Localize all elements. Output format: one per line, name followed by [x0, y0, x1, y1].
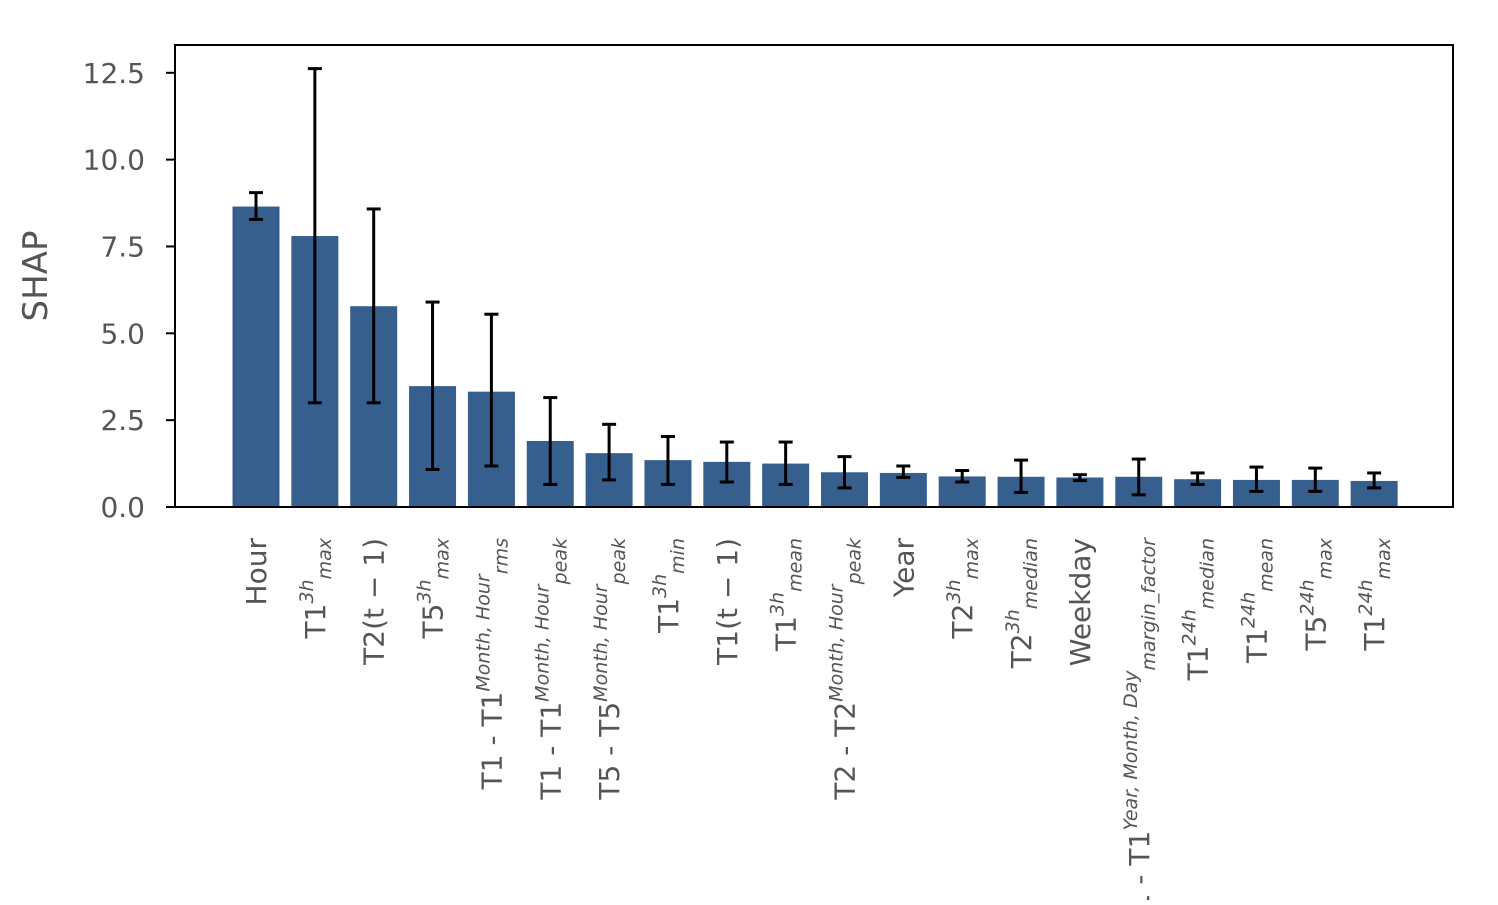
error-bar: [1014, 458, 1029, 494]
x-axis-labels: Hour T13hmax T2(t − 1) T53hmax T1 - T1Month,…: [240, 537, 1395, 905]
x-tick-label: T23hmedian: [1002, 538, 1042, 669]
x-tick-label: T23hmax: [943, 537, 983, 639]
x-tick-label: T53hmax: [414, 537, 454, 639]
error-bar: [1190, 471, 1205, 486]
y-tick-label: 12.5: [83, 57, 145, 90]
x-tick-label: T13hmin: [649, 538, 689, 634]
error-bar: [1131, 457, 1146, 497]
error-bar: [366, 207, 381, 405]
y-tick-label: 2.5: [100, 404, 145, 437]
error-bar: [837, 455, 852, 490]
x-tick-label: T1(t − 1): [711, 538, 744, 666]
error-bar: [307, 67, 322, 405]
x-tick-label: T124hmean: [1237, 538, 1277, 664]
x-tick-label: T124hmax: [1355, 537, 1395, 651]
error-bar: [602, 422, 617, 482]
plot-frame: [174, 44, 1454, 508]
error-bars-layer: [249, 67, 1382, 497]
bar: [232, 206, 280, 508]
error-bar: [1308, 466, 1323, 493]
x-tick-label: T1 - T1Month, Hourpeak: [531, 537, 571, 801]
x-tick-label: T1 - T1Month, Hourrms: [472, 538, 512, 790]
error-bar: [543, 396, 558, 486]
x-tick-label: T524hmax: [1296, 537, 1336, 651]
bars-layer: [232, 206, 1398, 508]
x-tick-label: Hour: [240, 538, 273, 606]
error-bar: [660, 434, 675, 486]
x-tick-label: T13hmax: [296, 537, 336, 639]
error-bar: [719, 440, 734, 484]
error-bar: [778, 440, 793, 486]
x-tick-label: T5 - T5Month, Hourpeak: [590, 537, 630, 801]
x-tick-label: Year: [887, 538, 920, 599]
y-tick-label: 7.5: [100, 230, 145, 263]
x-tick-label: T124hmedian: [1179, 538, 1219, 681]
x-tick-label: T2(t − 1): [358, 538, 391, 666]
x-tick-label: Weekday: [1064, 538, 1097, 666]
error-bar: [484, 312, 499, 468]
error-bar: [896, 464, 911, 479]
error-bar: [1072, 473, 1087, 483]
x-tick-label: T1 - T1Year, Month, Daymargin_factor: [1120, 537, 1160, 900]
error-bar: [955, 469, 970, 484]
x-tick-label: T2 - T2Month, Hourpeak: [826, 537, 866, 801]
y-axis: 0.0 2.5 5.0 7.5 10.0 12.5: [83, 57, 175, 524]
error-bar: [1249, 465, 1264, 493]
error-bar: [249, 191, 263, 221]
y-tick-label: 0.0: [100, 491, 145, 524]
y-tick-label: 5.0: [100, 317, 145, 350]
error-bar: [425, 300, 440, 471]
y-tick-label: 10.0: [83, 144, 145, 177]
y-axis-title: SHAP: [16, 231, 56, 322]
bar: [1056, 477, 1104, 507]
x-tick-label: T13hmean: [767, 538, 807, 652]
error-bar: [1367, 471, 1382, 490]
